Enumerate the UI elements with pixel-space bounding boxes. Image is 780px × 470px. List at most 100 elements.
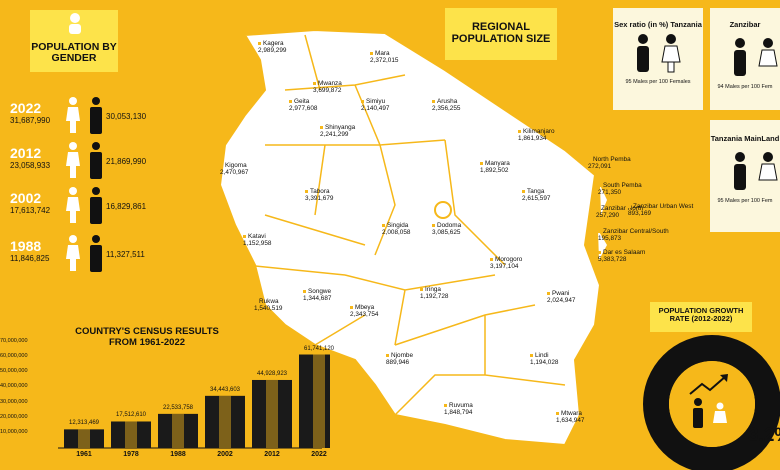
- female-count: 23,058,933: [10, 161, 51, 170]
- growth-rate-value: 3.2%: [748, 425, 780, 446]
- region-label: Kigoma 2,470,967: [220, 162, 248, 177]
- male-icon: [90, 142, 102, 179]
- region-value: 1,892,502: [480, 167, 509, 175]
- region-dot: [243, 234, 246, 238]
- growth-title: POPULATION GROWTH RATE (2012-2022): [650, 302, 752, 332]
- regional-title: REGIONAL POPULATION SIZE: [445, 8, 557, 60]
- region-dot: [370, 51, 373, 55]
- region-dot: [588, 157, 591, 161]
- region-value: 2,615,597: [522, 195, 551, 203]
- region-name: Iringa: [425, 286, 441, 293]
- region-dot: [258, 41, 261, 45]
- region-dot: [518, 129, 521, 133]
- region-dot: [386, 353, 389, 357]
- region-name: Dar es Salaam: [603, 249, 646, 256]
- gender-year: 1988: [10, 238, 42, 254]
- region-label: Singida 2,008,058: [382, 222, 410, 237]
- x-tick-label: 2012: [264, 451, 280, 458]
- census-bar: [205, 395, 245, 448]
- y-tick-label: 30,000,000: [0, 398, 28, 405]
- female-count: 31,687,990: [10, 116, 51, 125]
- region-label: Zanzibar Central/South 195,873: [598, 228, 669, 243]
- region-dot: [596, 206, 599, 210]
- region-value: 1,194,028: [530, 359, 559, 367]
- census-bar-highlight: [172, 413, 184, 448]
- bar-value-label: 22,533,758: [162, 404, 194, 411]
- region-value: 1,634,947: [556, 417, 585, 425]
- y-tick-label: 10,000,000: [0, 428, 28, 435]
- region-dot: [361, 99, 364, 103]
- census-bar-highlight: [313, 354, 325, 448]
- region-dot: [305, 189, 308, 193]
- region-label: Njombe 889,946: [386, 352, 413, 367]
- region-name: Kigoma: [225, 162, 247, 169]
- region-value: 5,383,728: [598, 256, 627, 264]
- region-value: 272,091: [588, 163, 612, 171]
- sex-ratio-mainland-title: Tanzania MainLand: [710, 134, 780, 143]
- region-name: Simiyu: [366, 98, 386, 105]
- region-label: Iringa 1,192,728: [420, 286, 448, 301]
- region-name: Mwanza: [318, 80, 342, 87]
- region-dot: [598, 183, 601, 187]
- male-icon: [90, 187, 102, 224]
- region-name: Geita: [294, 98, 310, 105]
- census-bar: [111, 421, 151, 448]
- gender-row: 2022 31,687,990 30,053,130: [10, 97, 180, 140]
- male-count: 16,829,861: [106, 202, 147, 211]
- region-value: 2,241,299: [320, 131, 349, 139]
- region-value: 1,848,794: [444, 409, 473, 417]
- region-label: South Pemba 271,350: [598, 182, 642, 197]
- region-name: Mara: [375, 50, 390, 57]
- male-count: 30,053,130: [106, 112, 147, 121]
- region-name: Lindi: [535, 352, 549, 359]
- region-dot: [522, 189, 525, 193]
- census-bar-highlight: [219, 395, 231, 448]
- sex-ratio-tanzania-card: Sex ratio (in %) Tanzania 95 Males per 1…: [613, 8, 703, 110]
- gender-year: 2002: [10, 190, 42, 206]
- region-name: Zanzibar North: [601, 205, 644, 212]
- bar-value-label: 17,512,610: [115, 412, 147, 419]
- region-dot: [303, 289, 306, 293]
- region-value: 893,169: [628, 210, 652, 218]
- growth-donut: [643, 335, 780, 470]
- region-name: Kagera: [263, 40, 284, 47]
- region-label: Kilimanjaro 1,861,934: [518, 128, 555, 143]
- gender-row: 2002 17,613,742 16,829,861: [10, 187, 180, 230]
- male-icon: [90, 235, 102, 272]
- region-value: 2,372,015: [370, 57, 399, 65]
- region-label: Arusha 2,356,255: [432, 98, 460, 113]
- x-tick-label: 1961: [76, 451, 92, 458]
- y-tick-label: 50,000,000: [0, 368, 28, 375]
- male-female-icons: [637, 34, 681, 73]
- male-count: 11,327,511: [106, 250, 145, 259]
- region-dot: [530, 353, 533, 357]
- y-tick-label: 20,000,000: [0, 413, 28, 420]
- region-name: Morogoro: [495, 256, 523, 263]
- census-bar: [252, 379, 292, 448]
- region-dot: [598, 229, 601, 233]
- y-tick-label: 40,000,000: [0, 383, 28, 390]
- region-label: Dar es Salaam 5,383,728: [598, 249, 645, 264]
- region-value: 195,873: [598, 235, 622, 243]
- region-label: Songwe 1,344,687: [303, 288, 331, 303]
- region-label: Morogoro 3,197,104: [490, 256, 522, 271]
- region-label: Kagera 2,989,299: [258, 40, 286, 55]
- gender-person-icon-big: [60, 12, 90, 39]
- region-dot: [313, 81, 316, 85]
- region-label: Dodoma 3,085,625: [432, 222, 461, 237]
- region-label: Zanzibar North 257,290: [596, 205, 643, 220]
- family-growth-icon: [689, 374, 728, 428]
- region-value: 2,008,058: [382, 229, 411, 237]
- region-value: 3,391,679: [305, 195, 334, 203]
- region-value: 2,989,299: [258, 47, 287, 55]
- sex-ratio-zanzibar-caption: 94 Males per 100 Fem: [717, 84, 773, 90]
- region-name: Shinyanga: [325, 124, 356, 131]
- region-name: Manyara: [485, 160, 510, 167]
- region-label: Manyara 1,892,502: [480, 160, 510, 175]
- region-label: Rukwa 1,540,519: [254, 298, 282, 313]
- male-count: 21,869,990: [106, 157, 147, 166]
- region-dot: [382, 223, 385, 227]
- gender-row: 2012 23,058,933 21,869,990: [10, 142, 180, 185]
- region-label: Pwani 2,024,947: [547, 290, 575, 305]
- male-female-icons: [734, 152, 778, 190]
